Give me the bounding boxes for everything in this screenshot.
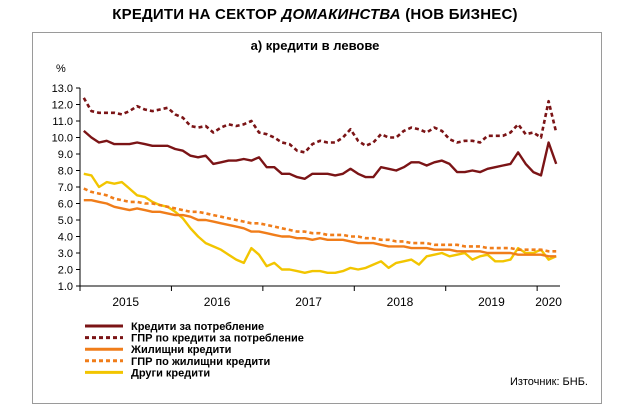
y-tick-label: 12.0 <box>52 100 73 112</box>
title-emphasis: ДОМАКИНСТВА <box>281 6 401 23</box>
y-tick-label: 5.0 <box>58 215 73 227</box>
series-line <box>82 97 558 154</box>
x-year-label: 2019 <box>478 295 505 309</box>
title-part-end: (НОВ БИЗНЕС) <box>400 6 518 23</box>
y-tick-label: 4.0 <box>58 232 73 244</box>
title-part: КРЕДИТИ НА СЕКТОР <box>112 6 282 23</box>
y-tick-label: 9.0 <box>58 149 73 161</box>
x-year-label: 2017 <box>295 295 322 309</box>
legend-label: Жилищни кредити <box>130 344 231 356</box>
y-tick-label: 2.0 <box>58 265 73 277</box>
y-tick-label: 10.0 <box>52 133 73 145</box>
y-axis-unit: % <box>56 63 66 75</box>
y-tick-label: 8.0 <box>58 166 73 178</box>
y-tick-label: 7.0 <box>58 182 73 194</box>
x-year-label: 2016 <box>204 295 231 309</box>
y-tick-label: 1.0 <box>58 281 73 293</box>
y-tick-label: 11.0 <box>52 116 73 128</box>
legend-label: ГПР по жилищни кредити <box>131 356 270 368</box>
page-title: КРЕДИТИ НА СЕКТОР ДОМАКИНСТВА (НОВ БИЗНЕ… <box>0 6 630 23</box>
source-note: Източник: БНБ. <box>509 376 588 388</box>
legend-label: Кредити за потребление <box>131 321 264 333</box>
series-line <box>83 129 558 181</box>
y-tick-label: 3.0 <box>58 248 73 260</box>
chart-panel <box>32 32 602 404</box>
series-line <box>83 187 557 253</box>
chart-subtitle: а) кредити в левове <box>250 38 380 53</box>
legend-label: Други кредити <box>131 367 210 379</box>
y-tick-label: 6.0 <box>58 199 73 211</box>
legend-label: ГПР по кредити за потребление <box>131 333 304 345</box>
series-line <box>83 172 557 274</box>
x-year-label: 2018 <box>387 295 414 309</box>
x-year-label: 2015 <box>112 295 139 309</box>
x-year-label: 2020 <box>535 295 562 309</box>
y-tick-label: 13.0 <box>52 83 73 95</box>
series-line <box>83 198 557 258</box>
